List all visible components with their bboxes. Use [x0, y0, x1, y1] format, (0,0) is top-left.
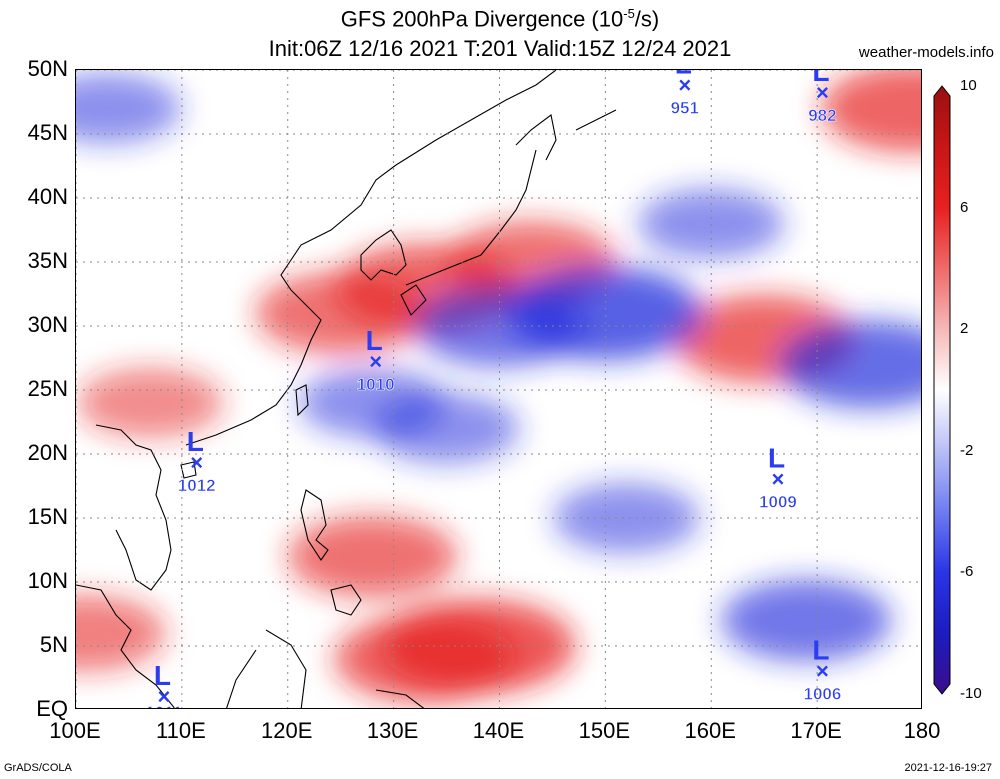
convergence-min-13: [721, 579, 892, 662]
low-letter: L: [812, 70, 829, 87]
convergence-min-12: [779, 320, 921, 409]
lat-tick-label: 50N: [27, 56, 68, 81]
coastline-indochina: [95, 424, 172, 591]
low-center-mark: ×: [369, 349, 382, 374]
coastline-luzon: [300, 489, 329, 561]
lon-tick-label: 140E: [472, 718, 525, 743]
lat-tick-label: 5N: [39, 632, 68, 657]
low-letter: L: [187, 426, 204, 457]
coastline-mindanao: [330, 584, 362, 616]
colorbar-label: 2: [960, 320, 969, 338]
lat-tick-label: 15N: [27, 504, 68, 529]
colorbar-label: -2: [960, 441, 974, 459]
divergence-max-1: [255, 272, 426, 355]
lat-tick-label: EQ: [36, 696, 68, 721]
convergence-min-15: [373, 393, 520, 464]
low-center-mark: ×: [816, 80, 829, 105]
low-letter: L: [154, 660, 171, 691]
coastline-hainan: [180, 461, 197, 479]
low-pressure-center: L×1006: [803, 635, 842, 704]
chart-title: GFS 200hPa Divergence (10-5/s): [340, 6, 660, 32]
lon-tick-label: 170E: [790, 718, 842, 743]
site-label: weather-models.info: [858, 44, 994, 61]
coastline-taiwan: [295, 384, 309, 417]
divergence-max-5: [287, 515, 458, 598]
lon-tick-label: 130E: [366, 718, 419, 743]
low-center-mark: ×: [816, 659, 829, 684]
coastline-korea: [360, 229, 407, 281]
low-pressure-value: 1010: [357, 375, 395, 394]
convergence-min-11: [414, 285, 585, 367]
low-pressure-value: 1011: [145, 703, 182, 709]
coastline-china: [185, 164, 397, 446]
convergence-min-18: [638, 188, 785, 259]
graticule: [76, 70, 921, 708]
low-pressure-center: L×1012: [177, 426, 216, 495]
lon-tick-label: 120E: [261, 718, 313, 743]
coastline-borneo: [226, 629, 307, 708]
colorbar-fill: [933, 85, 951, 695]
low-letter: L: [812, 635, 829, 666]
divergence-field: [76, 70, 921, 703]
low-center-mark: ×: [190, 450, 203, 475]
divergence-max-8: [76, 595, 166, 672]
lat-tick-label: 10N: [27, 568, 68, 593]
coastline-russia: [395, 70, 617, 166]
low-letter: L: [768, 443, 785, 474]
low-pressure-value: 1012: [178, 476, 216, 495]
low-pressure-center: L×982: [808, 70, 837, 125]
coastline-kyushu: [400, 284, 427, 316]
low-pressure-center: L×1009: [759, 443, 797, 512]
low-center-mark: ×: [772, 467, 785, 492]
lon-tick-label: 110E: [156, 718, 206, 743]
lat-tick-label: 30N: [27, 312, 68, 337]
colorbar: [933, 85, 951, 695]
chart-subtitle: Init:06Z 12/16 2021 T:201 Valid:15Z 12/2…: [268, 36, 732, 61]
low-pressure-value: 982: [808, 106, 836, 125]
coastline-asia: [76, 584, 176, 708]
colorbar-label: 10: [960, 77, 977, 94]
lon-tick-label: 100E: [49, 718, 101, 743]
convergence-min-17: [553, 483, 700, 553]
low-center-mark: ×: [157, 684, 170, 709]
low-pressure-center: L×1011: [145, 660, 182, 709]
colorbar-label: 6: [960, 198, 969, 216]
low-letter: L: [366, 325, 383, 356]
coastline-japan: [405, 114, 557, 286]
low-center-mark: ×: [678, 72, 691, 97]
lon-tick-label: 150E: [578, 718, 631, 743]
low-letter: L: [675, 70, 692, 79]
lon-tick-label: 180: [903, 718, 941, 743]
lon-tick-label: 160E: [684, 718, 736, 743]
convergence-min-16: [76, 73, 181, 144]
low-pressure-center: L×1010: [356, 325, 395, 394]
colorbar-label: -6: [960, 563, 974, 581]
coastlines: [76, 70, 617, 708]
colorbar-label: -10: [960, 685, 982, 702]
divergence-max-9: [77, 367, 224, 438]
lat-tick-label: 45N: [27, 120, 68, 145]
divergence-max-4: [334, 614, 517, 703]
low-pressure-value: 1009: [759, 493, 797, 512]
lat-tick-label: 25N: [27, 376, 68, 401]
coastline-newguinea: [375, 689, 425, 708]
low-pressure-value: 951: [671, 98, 699, 117]
low-pressure-center: L×951: [670, 70, 699, 118]
low-pressure-value: 1006: [804, 685, 842, 704]
footer-credit: GrADS/COLA: [4, 762, 72, 774]
lat-tick-label: 35N: [27, 248, 68, 273]
lat-tick-label: 20N: [27, 440, 68, 465]
lat-tick-label: 40N: [27, 184, 68, 209]
footer-timestamp: 2021-12-16-19:27: [904, 762, 992, 774]
divergence-max-7: [821, 70, 921, 153]
